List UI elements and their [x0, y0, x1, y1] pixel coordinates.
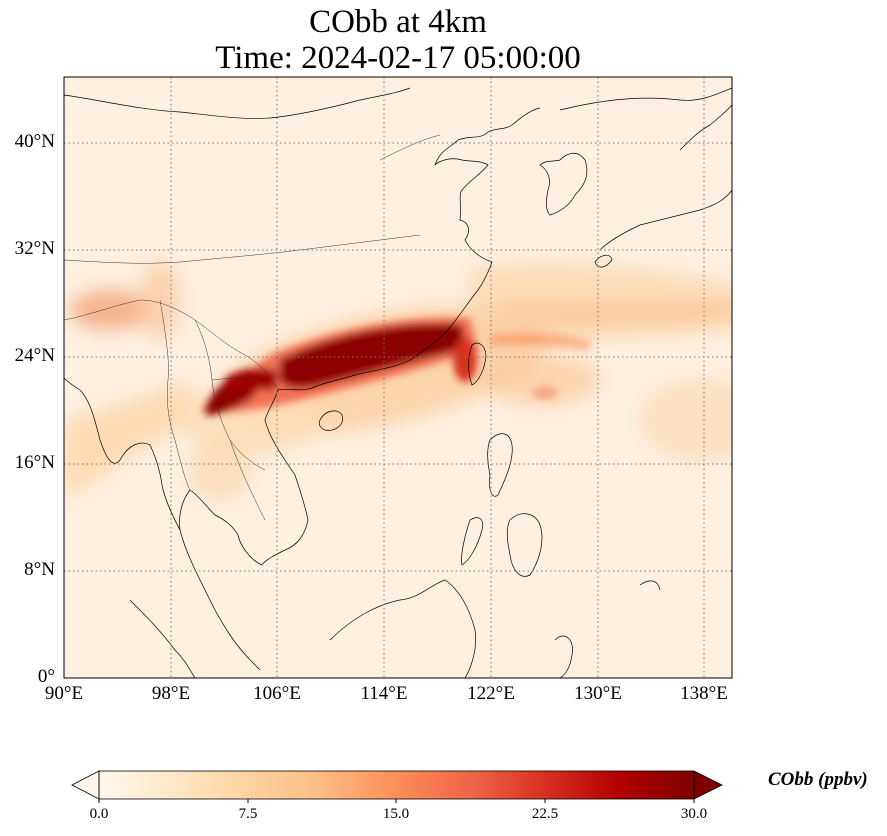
map-frame	[63, 76, 733, 679]
colorbar-tick-label: 0.0	[89, 806, 109, 822]
colorbar	[71, 770, 723, 803]
lon-tick-label: 98°E	[151, 683, 191, 704]
lon-tick-label: 130°E	[574, 683, 622, 704]
colorbar-tick-label: 30.0	[680, 806, 708, 822]
lat-tick-label: 40°N	[14, 131, 55, 152]
country-borders	[64, 134, 441, 521]
colorbar-extend-min	[71, 770, 100, 800]
lat-tick-label: 0°	[37, 666, 55, 687]
lat-tick-label: 32°N	[14, 238, 55, 259]
colorbar-tick-label: 7.5	[238, 806, 258, 822]
colorbar-extend-max	[693, 770, 723, 800]
colorbar-label: CObb (ppbv)	[768, 769, 868, 790]
lon-tick-label: 138°E	[680, 683, 728, 704]
colorbar-tick-label: 15.0	[382, 806, 410, 822]
lon-tick-label: 90°E	[44, 683, 84, 704]
co-field	[64, 77, 732, 678]
lon-tick-label: 122°E	[467, 683, 515, 704]
coastlines	[64, 87, 732, 678]
lat-tick-label: 24°N	[14, 345, 55, 366]
colorbar-tick-label: 22.5	[531, 806, 559, 822]
lat-tick-label: 8°N	[24, 559, 55, 580]
lon-tick-label: 114°E	[360, 683, 408, 704]
colorbar-gradient	[99, 771, 694, 799]
lat-tick-label: 16°N	[14, 452, 55, 473]
lon-tick-label: 106°E	[253, 683, 301, 704]
map-title: CObb at 4km	[309, 4, 487, 40]
map-time: Time: 2024-02-17 05:00:00	[215, 40, 581, 76]
